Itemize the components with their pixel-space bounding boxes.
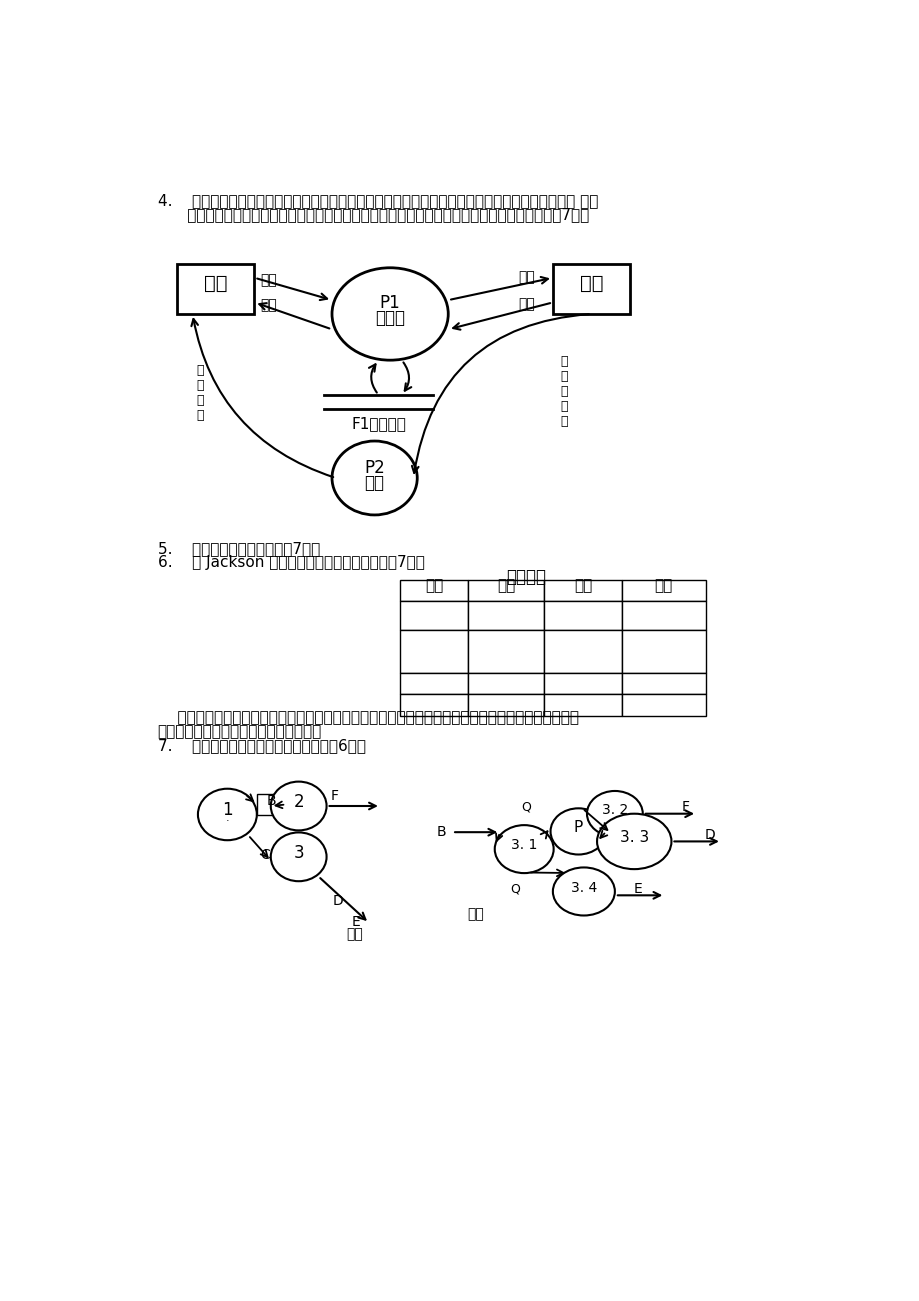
- Bar: [552, 264, 630, 314]
- Text: Q: Q: [509, 882, 519, 895]
- Text: 父图: 父图: [346, 926, 362, 941]
- Ellipse shape: [494, 825, 553, 873]
- Bar: [621, 695, 705, 716]
- Bar: [468, 673, 544, 695]
- Text: P: P: [573, 820, 583, 835]
- Bar: [400, 695, 468, 716]
- Text: 订书: 订书: [260, 273, 278, 288]
- Text: B: B: [267, 794, 276, 808]
- Text: 会计: 会计: [364, 474, 384, 492]
- Bar: [544, 631, 621, 673]
- Text: 行包括学生的姓名、性别、年龄和学号。: 行包括学生的姓名、性别、年龄和学号。: [157, 725, 322, 739]
- Text: 收
款
通
知: 收 款 通 知: [197, 364, 204, 422]
- Ellipse shape: [332, 441, 417, 515]
- Text: 应
付
款
通
知: 应 付 款 通 知: [561, 355, 568, 428]
- Bar: [400, 673, 468, 695]
- Ellipse shape: [332, 268, 448, 360]
- Bar: [468, 695, 544, 716]
- Text: ·: ·: [225, 816, 229, 826]
- Text: F1教材库存: F1教材库存: [351, 416, 405, 432]
- Text: 4.    根据下列描述，画出教材征订系统的第一层数据流图。学生入学后到教材科订书，教材科根据教 材库: 4. 根据下列描述，画出教材征订系统的第一层数据流图。学生入学后到教材科订书，教…: [157, 193, 597, 208]
- Bar: [400, 631, 468, 673]
- Text: D: D: [333, 894, 343, 908]
- Ellipse shape: [198, 788, 256, 840]
- Text: B: B: [436, 825, 446, 839]
- Bar: [621, 631, 705, 673]
- Text: E: E: [351, 916, 359, 929]
- Bar: [544, 601, 621, 631]
- Text: 学号: 学号: [653, 578, 672, 593]
- Ellipse shape: [270, 833, 326, 881]
- Text: 订书: 订书: [517, 271, 534, 284]
- Bar: [544, 580, 621, 601]
- Bar: [468, 601, 544, 631]
- Bar: [400, 601, 468, 631]
- Text: 6.    用 Jackson 图表示下图所示的二维表格：（7分）: 6. 用 Jackson 图表示下图所示的二维表格：（7分）: [157, 556, 424, 570]
- Ellipse shape: [596, 813, 671, 869]
- Text: 书店: 书店: [579, 275, 603, 293]
- Text: 存情况分析是否需要买书，如需购买，则向书店购买。各种资金往来通过学校的会计科办理（7分）: 存情况分析是否需要买书，如需购买，则向书店购买。各种资金往来通过学校的会计科办理…: [157, 207, 588, 222]
- Bar: [468, 631, 544, 673]
- Ellipse shape: [586, 791, 642, 837]
- Text: 3. 4: 3. 4: [570, 881, 596, 895]
- Text: F: F: [330, 790, 338, 803]
- Bar: [256, 794, 286, 816]
- Bar: [544, 695, 621, 716]
- Ellipse shape: [270, 782, 326, 830]
- Text: 学生: 学生: [204, 275, 227, 293]
- Text: 子图: 子图: [467, 907, 483, 921]
- Text: 5.    什么是模块、模块化？（7分）: 5. 什么是模块、模块化？（7分）: [157, 541, 320, 556]
- Text: 学生名册: 学生名册: [505, 569, 545, 585]
- Text: 3: 3: [293, 844, 303, 863]
- Bar: [400, 580, 468, 601]
- Bar: [468, 580, 544, 601]
- Text: P1: P1: [380, 294, 400, 312]
- Ellipse shape: [550, 808, 606, 855]
- Text: 性别: 性别: [496, 578, 515, 593]
- Text: 3. 2: 3. 2: [601, 803, 628, 817]
- Bar: [621, 580, 705, 601]
- Text: 发书: 发书: [260, 298, 278, 312]
- Bar: [544, 673, 621, 695]
- Text: 2: 2: [293, 794, 303, 811]
- Bar: [621, 601, 705, 631]
- Text: Q: Q: [520, 800, 530, 813]
- Ellipse shape: [552, 868, 614, 916]
- Text: 3. 3: 3. 3: [619, 830, 648, 846]
- Text: 姓名: 姓名: [425, 578, 443, 593]
- Bar: [621, 673, 705, 695]
- Text: E: E: [633, 882, 641, 896]
- Text: D: D: [704, 827, 715, 842]
- Text: 1: 1: [221, 801, 233, 818]
- Bar: [176, 264, 255, 314]
- Text: F: F: [681, 800, 688, 814]
- Text: 该学生名册由表头和表体两部分组成。其中表头又顺序包括表名和字段名。表体可由任意行组成，每: 该学生名册由表头和表体两部分组成。其中表头又顺序包括表名和字段名。表体可由任意行…: [157, 710, 578, 726]
- Text: 教材科: 教材科: [375, 308, 404, 327]
- Text: 7.    指出下列数据流图中存在的问题。（6分）: 7. 指出下列数据流图中存在的问题。（6分）: [157, 738, 365, 753]
- Text: C: C: [260, 847, 270, 861]
- Text: 3. 1: 3. 1: [510, 838, 537, 852]
- Text: P2: P2: [364, 459, 384, 477]
- Text: 发书: 发书: [517, 297, 534, 311]
- Text: 年龄: 年龄: [573, 578, 592, 593]
